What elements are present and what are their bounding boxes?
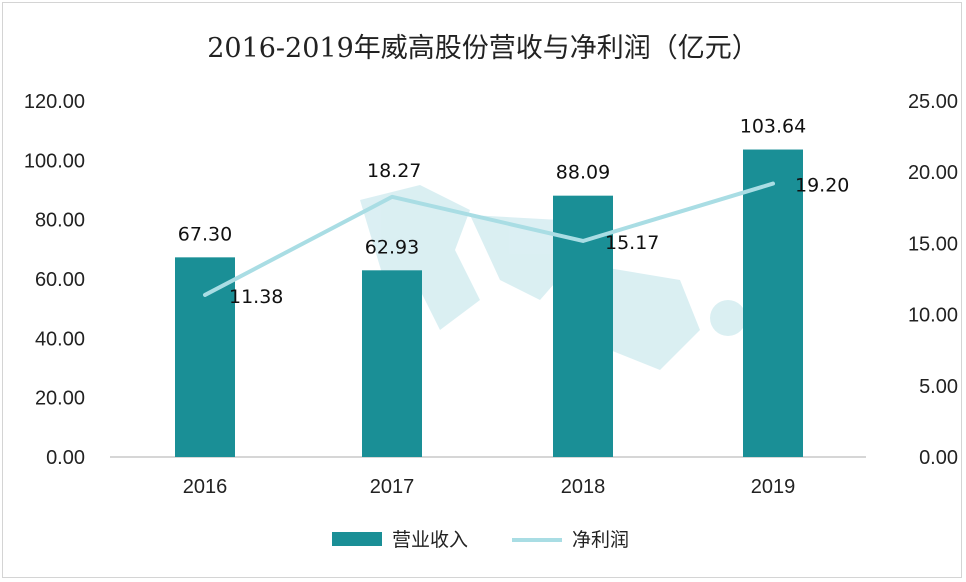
y-left-tick-label: 100.00 [24,150,85,172]
y-right-tick-label: 15.00 [908,233,958,255]
x-tick-label: 2016 [183,476,228,498]
y-right-tick-label: 10.00 [908,305,958,327]
line-value-label: 18.27 [367,160,421,182]
bar-2016 [175,257,235,457]
bar-2017 [362,270,422,457]
bar-value-label: 103.64 [740,116,806,138]
legend: 营业收入 净利润 [332,529,629,551]
y-right-tick-label: 20.00 [908,162,958,184]
bar-series: 67.30 62.93 88.09 103.64 [175,116,806,458]
y-axis-right: 0.00 5.00 10.00 15.00 20.00 25.00 [908,91,958,469]
chart-title: 2016-2019年威高股份营收与净利润（亿元） [207,33,759,64]
legend-swatch-bar [332,532,382,546]
y-left-tick-label: 40.00 [35,328,85,350]
y-left-tick-label: 0.00 [46,447,85,469]
y-right-tick-label: 25.00 [908,91,958,113]
legend-label-revenue: 营业收入 [392,529,468,551]
net-profit-line [203,181,775,297]
y-left-tick-label: 80.00 [35,210,85,232]
bar-value-label: 67.30 [178,223,232,245]
legend-label-net-profit: 净利润 [572,529,629,551]
line-value-label: 15.17 [605,232,659,254]
y-right-tick-label: 0.00 [919,447,958,469]
y-left-tick-label: 120.00 [24,91,85,113]
y-axis-left: 0.00 20.00 40.00 60.00 80.00 100.00 120.00 [24,91,85,469]
y-left-tick-label: 20.00 [35,388,85,410]
y-right-tick-label: 5.00 [919,376,958,398]
y-left-tick-label: 60.00 [35,269,85,291]
line-value-label: 19.20 [795,175,849,197]
x-tick-label: 2019 [751,476,796,498]
x-tick-label: 2017 [370,476,415,498]
line-value-label: 11.38 [229,286,283,308]
line-series: 11.38 18.27 15.17 19.20 [203,160,849,308]
bar-2019 [743,149,803,457]
bar-value-label: 62.93 [365,236,419,258]
x-tick-label: 2018 [561,476,606,498]
category-axis: 2016 2017 2018 2019 [183,476,796,498]
bar-value-label: 88.09 [556,162,610,184]
